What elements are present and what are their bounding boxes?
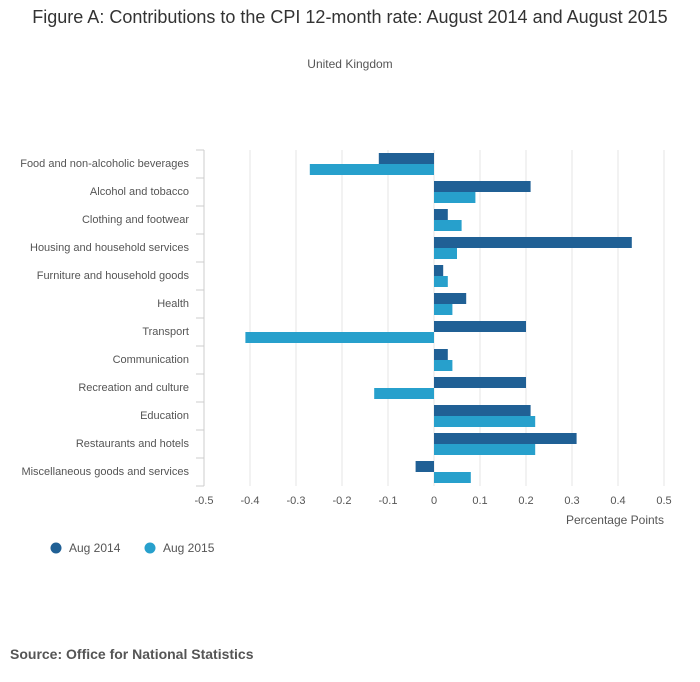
x-tick-label: -0.5 (195, 495, 214, 507)
legend-label: Aug 2015 (163, 541, 215, 555)
x-tick-label: -0.3 (287, 495, 306, 507)
x-tick-label: 0.1 (472, 495, 487, 507)
bar (434, 293, 467, 304)
bar (415, 461, 434, 472)
bar (434, 444, 536, 455)
y-tick-label: Recreation and culture (78, 382, 189, 394)
y-tick-label: Clothing and footwear (82, 214, 189, 226)
x-tick-label: -0.2 (333, 495, 352, 507)
bar (434, 377, 526, 388)
bar (434, 472, 471, 483)
bar (434, 209, 448, 220)
x-tick-label: 0.5 (656, 495, 671, 507)
x-tick-label: -0.4 (241, 495, 260, 507)
bar (434, 416, 536, 427)
y-tick-label: Alcohol and tobacco (90, 186, 189, 198)
x-tick-label: 0.2 (518, 495, 533, 507)
bar (434, 349, 448, 360)
x-tick-label: 0.4 (610, 495, 625, 507)
y-tick-label: Restaurants and hotels (76, 438, 190, 450)
y-tick-label: Transport (142, 326, 189, 338)
legend-marker (144, 542, 156, 554)
y-tick-label: Communication (113, 354, 189, 366)
bar (434, 405, 531, 416)
y-tick-label: Education (140, 410, 189, 422)
bar (434, 181, 531, 192)
source: Source: Office for National Statistics (10, 646, 254, 662)
x-tick-label: -0.1 (379, 495, 398, 507)
bar (378, 153, 434, 164)
y-tick-label: Miscellaneous goods and services (21, 466, 189, 478)
bar (374, 388, 434, 399)
bar (434, 220, 462, 231)
legend-label: Aug 2014 (69, 541, 121, 555)
x-tick-label: 0 (431, 495, 437, 507)
bar (434, 321, 526, 332)
bar (434, 276, 448, 287)
bar (434, 360, 453, 371)
y-tick-label: Health (157, 298, 189, 310)
chart-title: Figure A: Contributions to the CPI 12-mo… (32, 7, 668, 27)
bar (434, 433, 577, 444)
chart-subtitle: United Kingdom (307, 57, 393, 71)
y-tick-label: Housing and household services (30, 242, 189, 254)
bar (309, 164, 434, 175)
y-tick-label: Furniture and household goods (37, 270, 190, 282)
x-tick-label: 0.3 (564, 495, 579, 507)
bar (434, 304, 453, 315)
x-axis-label: Percentage Points (566, 513, 664, 527)
bar (434, 248, 457, 259)
bar (245, 332, 434, 343)
y-tick-label: Food and non-alcoholic beverages (20, 158, 189, 170)
bar (434, 192, 476, 203)
bar (434, 237, 632, 248)
legend-marker (50, 542, 62, 554)
bar (434, 265, 444, 276)
